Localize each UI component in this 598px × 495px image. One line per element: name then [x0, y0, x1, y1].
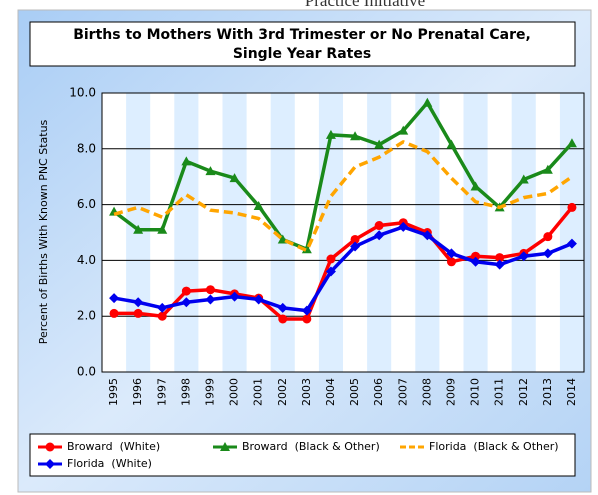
x-tick-label: 2003 [300, 378, 313, 406]
y-axis-label: Percent of Births With Known PNC Status [37, 119, 50, 344]
stripe [222, 93, 247, 372]
data-point [398, 221, 409, 232]
data-point [422, 97, 433, 107]
x-tick-label: 1995 [107, 378, 120, 406]
data-point [325, 266, 336, 277]
data-point [301, 305, 312, 316]
data-point [205, 294, 216, 305]
stripe [174, 93, 199, 372]
legend [29, 433, 576, 477]
series-line [113, 140, 573, 253]
data-point [398, 125, 409, 135]
x-tick-label: 2005 [348, 378, 361, 406]
data-point [133, 308, 143, 318]
legend-label: Broward (White) [67, 440, 160, 453]
x-tick-label: 2000 [228, 378, 241, 406]
legend-marker [45, 459, 55, 469]
data-point [542, 164, 553, 174]
x-tick-label: 2008 [420, 378, 433, 406]
data-point [374, 139, 385, 149]
series-line [112, 101, 574, 251]
data-point [253, 200, 264, 210]
x-tick-label: 2007 [396, 378, 409, 406]
data-point [567, 202, 577, 212]
data-point [494, 259, 505, 270]
data-point [518, 251, 529, 262]
data-point [470, 256, 481, 267]
data-point [229, 291, 240, 302]
data-point [157, 311, 167, 321]
y-tick-label: 10.0 [69, 86, 96, 100]
y-tick-label: 8.0 [77, 141, 96, 155]
data-point [566, 138, 577, 148]
data-point [205, 166, 216, 176]
data-point [326, 254, 336, 264]
data-point [157, 224, 168, 234]
x-tick-label: 2004 [324, 378, 337, 406]
x-tick-label: 2013 [541, 378, 554, 406]
x-tick-label: 2010 [469, 378, 482, 406]
stripe [511, 93, 536, 372]
data-point [181, 297, 192, 308]
data-point [543, 232, 553, 242]
data-point [374, 221, 384, 231]
data-point [350, 131, 361, 141]
data-point [181, 156, 192, 166]
x-tick-label: 1996 [131, 378, 144, 406]
data-point [518, 174, 529, 184]
data-point [374, 230, 385, 241]
data-point [471, 251, 481, 261]
y-tick-label: 0.0 [77, 365, 96, 379]
data-point [470, 181, 481, 191]
data-point [302, 314, 312, 324]
stripe [463, 93, 488, 372]
data-point [157, 302, 168, 313]
x-tick-label: 2014 [565, 378, 578, 406]
data-point [109, 293, 120, 304]
x-tick-label: 1997 [155, 378, 168, 406]
data-point [422, 230, 433, 241]
data-point [109, 308, 119, 318]
data-point [229, 173, 240, 183]
y-tick-label: 6.0 [77, 197, 96, 211]
x-tick-label: 2009 [444, 378, 457, 406]
legend-label: Florida (Black & Other) [429, 440, 559, 453]
plot-border [101, 92, 585, 373]
x-tick-label: 1999 [203, 378, 216, 406]
title-box [29, 21, 576, 67]
data-point [205, 285, 215, 295]
x-tick-label: 2011 [493, 378, 506, 406]
data-point [325, 129, 336, 139]
x-tick-label: 2012 [517, 378, 530, 406]
data-point [542, 248, 553, 259]
x-tick-label: 2001 [252, 378, 265, 406]
data-point [133, 224, 144, 234]
chart-title: Births to Mothers With 3rd Trimester or … [73, 27, 531, 43]
page-heading: Practice Initiative [305, 0, 425, 10]
data-point [350, 234, 360, 244]
data-point [277, 302, 288, 313]
data-point [278, 314, 288, 324]
data-point [181, 286, 191, 296]
data-point [566, 238, 577, 249]
data-point [133, 297, 144, 308]
y-tick-label: 2.0 [77, 309, 96, 323]
data-point [446, 248, 457, 259]
stripe [559, 93, 584, 372]
x-tick-label: 1998 [179, 378, 192, 406]
y-tick-label: 4.0 [77, 253, 96, 267]
data-point [446, 257, 456, 267]
data-point [253, 294, 264, 305]
data-point [350, 241, 361, 252]
x-tick-label: 2002 [276, 378, 289, 406]
data-point [446, 139, 457, 149]
legend-label: Florida (White) [67, 457, 152, 470]
x-tick-label: 2006 [372, 378, 385, 406]
legend-marker [220, 442, 230, 451]
legend-label: Broward (Black & Other) [242, 440, 380, 453]
legend-marker [45, 442, 55, 452]
chart-subtitle: Single Year Rates [233, 46, 371, 62]
data-point [495, 253, 505, 263]
